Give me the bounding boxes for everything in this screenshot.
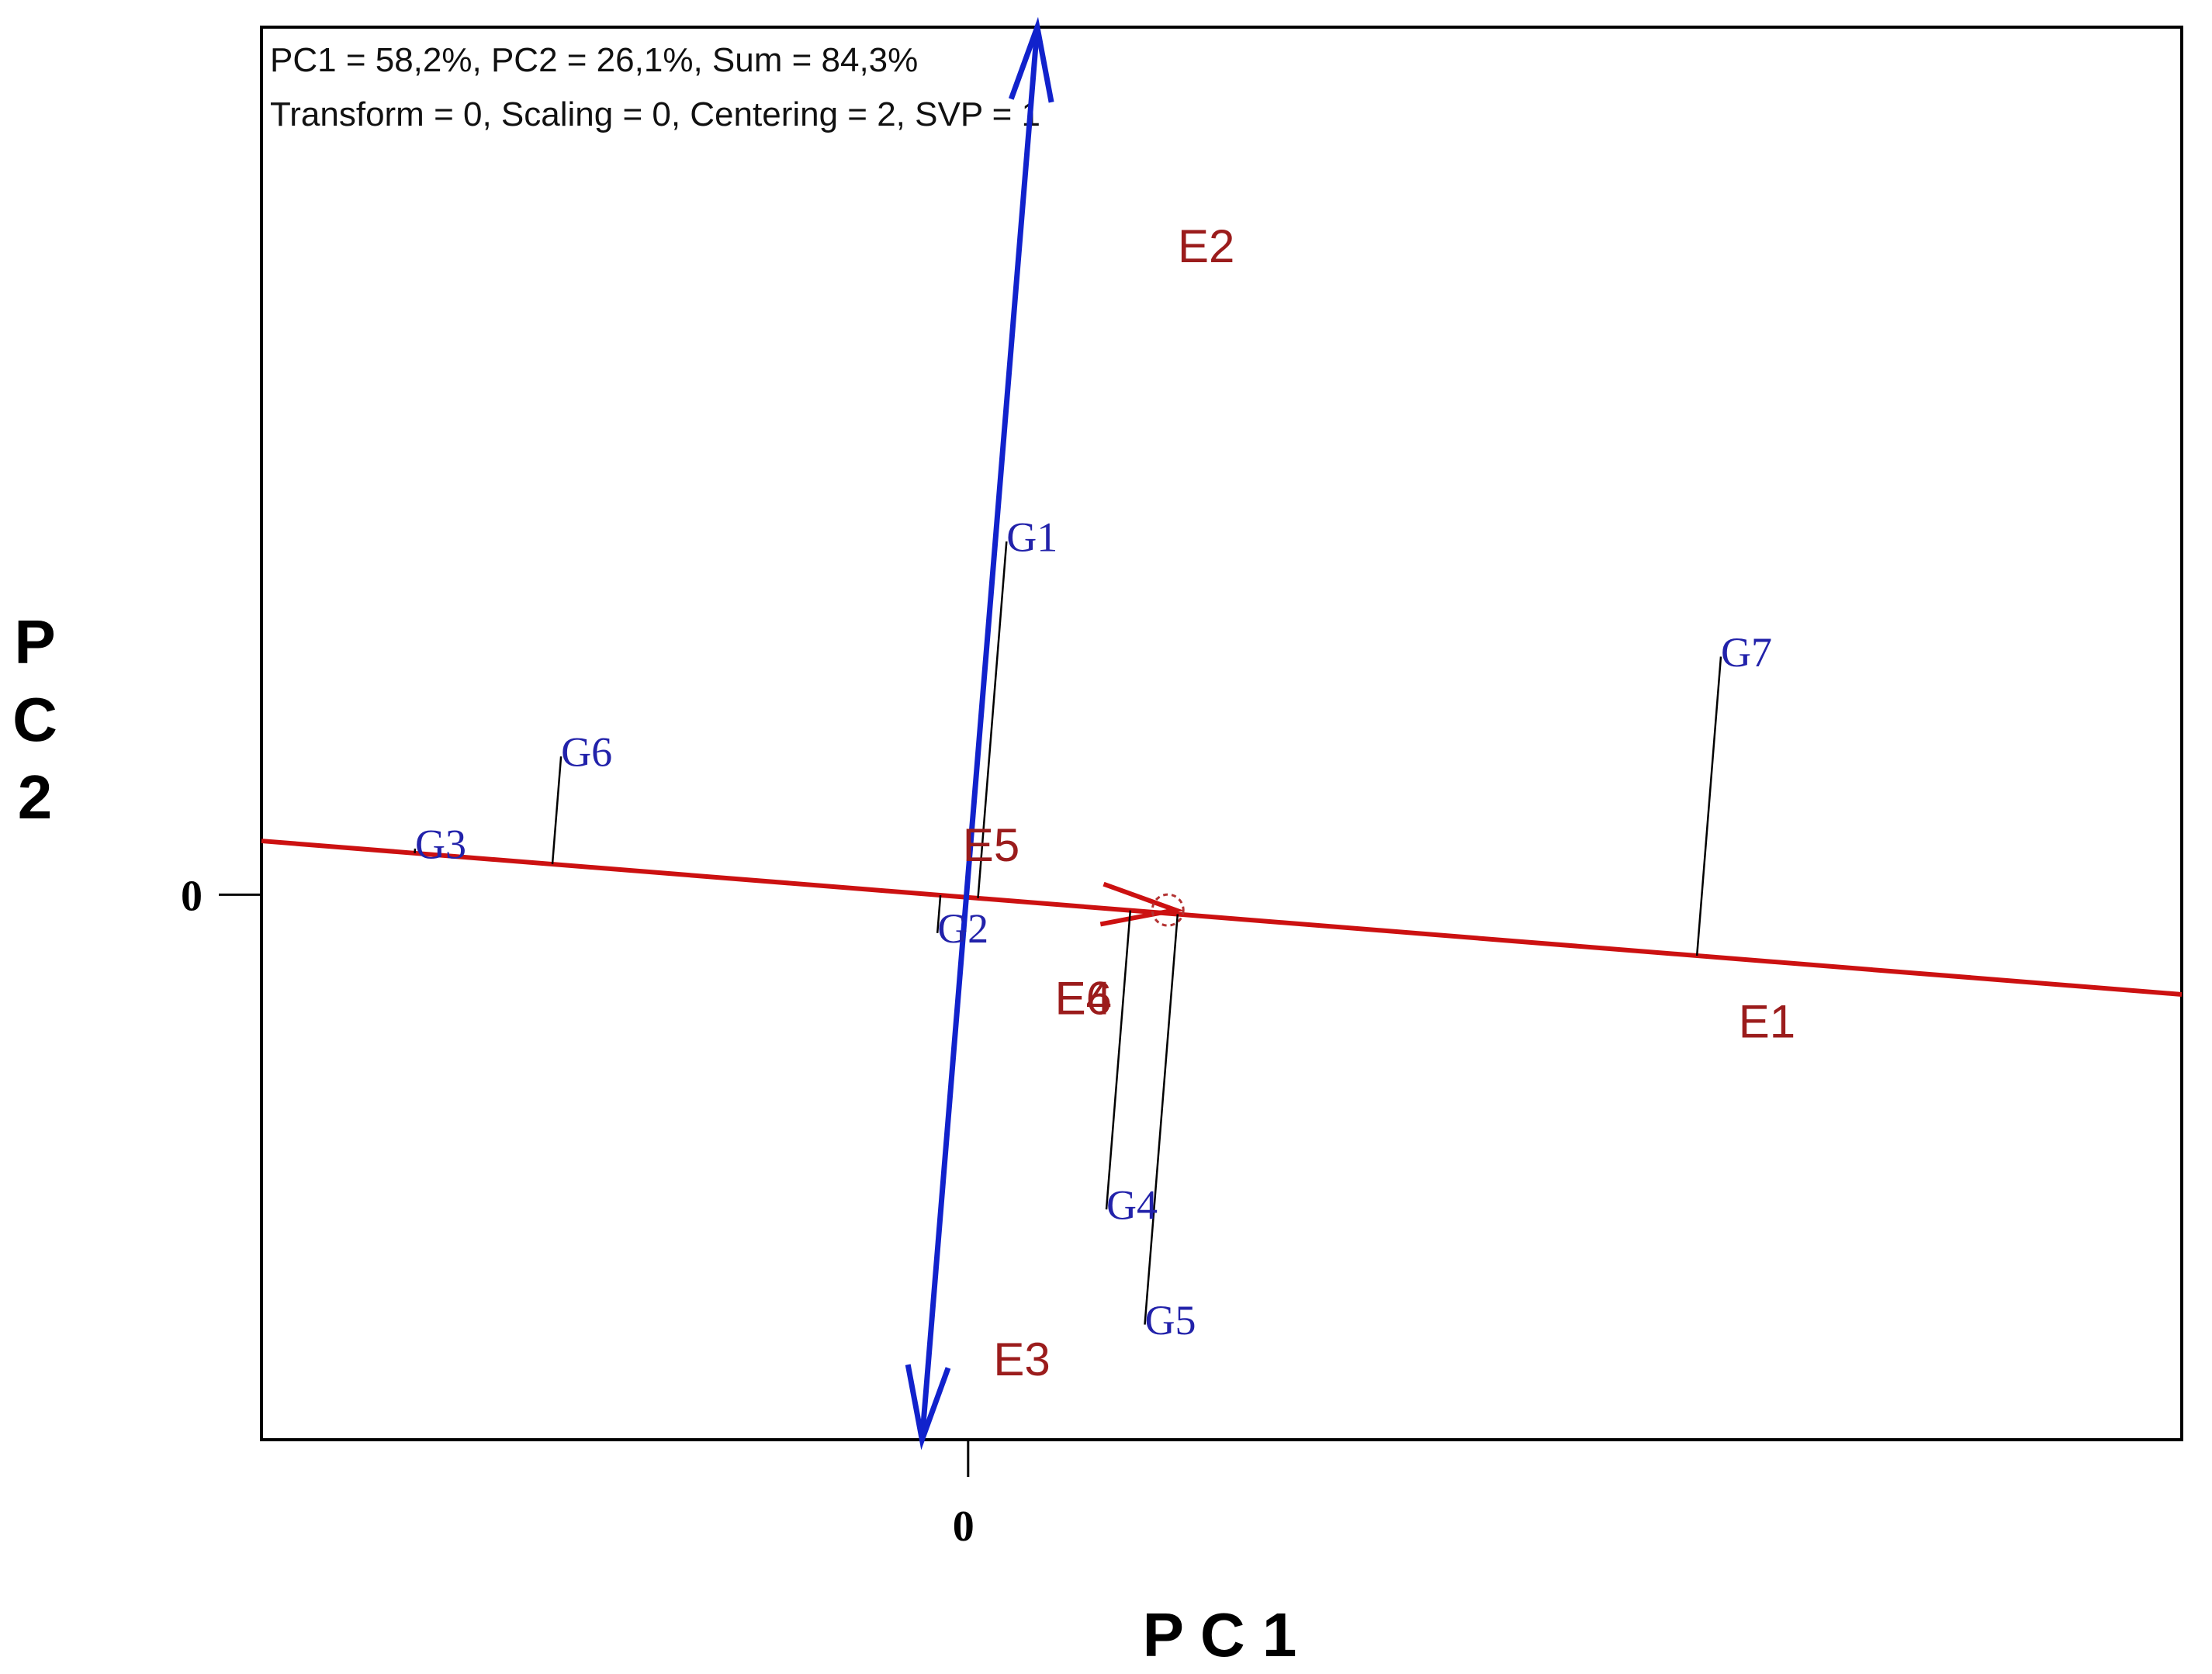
- plot-frame: [260, 26, 2183, 1441]
- aec-ordinate: [905, 16, 1054, 1451]
- genotype-g4: G4: [1106, 1181, 1158, 1228]
- genotype-g3: G3: [415, 821, 466, 867]
- environment-e3: E3: [993, 1333, 1050, 1385]
- projection-line-g7: [1695, 656, 1722, 956]
- info-line-1: PC1 = 58,2%, PC2 = 26,1%, Sum = 84,3%: [270, 41, 918, 79]
- projection-line-g4: [1105, 910, 1132, 1210]
- environment-e1: E1: [1739, 995, 1795, 1047]
- x-tick-label-0: 0: [953, 1503, 974, 1551]
- projection-line-g5: [1144, 914, 1179, 1325]
- projection-line-g1: [977, 541, 1008, 899]
- projection-lines: [414, 541, 1722, 1325]
- genotype-g5: G5: [1145, 1297, 1196, 1344]
- genotype-labels: G1 G2 G3 G4 G5 G6 G7: [415, 514, 1772, 1343]
- y-axis-title-char: P: [14, 607, 55, 676]
- info-line-2: Transform = 0, Scaling = 0, Centering = …: [270, 95, 1040, 133]
- genotype-g2: G2: [937, 905, 988, 952]
- y-axis-title: PC 2: [12, 607, 57, 832]
- environment-e2: E2: [1178, 220, 1234, 272]
- x-axis-title: P C 1: [1143, 1600, 1297, 1669]
- aec-ordinate-line: [919, 26, 1040, 1441]
- aec-abscissa-line: [261, 839, 2183, 997]
- genotype-g1: G1: [1006, 514, 1058, 560]
- aec-abscissa-arrowhead: [1099, 881, 1185, 927]
- average-environment-circle: [1151, 893, 1185, 927]
- environment-e4: E4: [1055, 973, 1112, 1025]
- genotype-g6: G6: [561, 729, 612, 776]
- environment-e5: E5: [963, 819, 1019, 871]
- projection-line-g2: [936, 894, 942, 933]
- projection-line-g6: [551, 756, 563, 865]
- aec-ordinate-arrowhead-top: [1008, 16, 1054, 103]
- aec-abscissa: [261, 839, 2183, 997]
- environment-labels: E1 E2 E3 E4 E5 E6: [963, 220, 1795, 1385]
- genotype-g7: G7: [1721, 629, 1772, 676]
- aec-ordinate-arrowhead-bottom: [905, 1364, 951, 1451]
- axis-ticks: 00: [181, 872, 974, 1551]
- environment-e6: E6: [1055, 973, 1112, 1025]
- y-axis-title-char: C: [12, 685, 57, 754]
- y-axis-title-char: 2: [18, 763, 53, 832]
- y-tick-label-0: 0: [181, 872, 203, 920]
